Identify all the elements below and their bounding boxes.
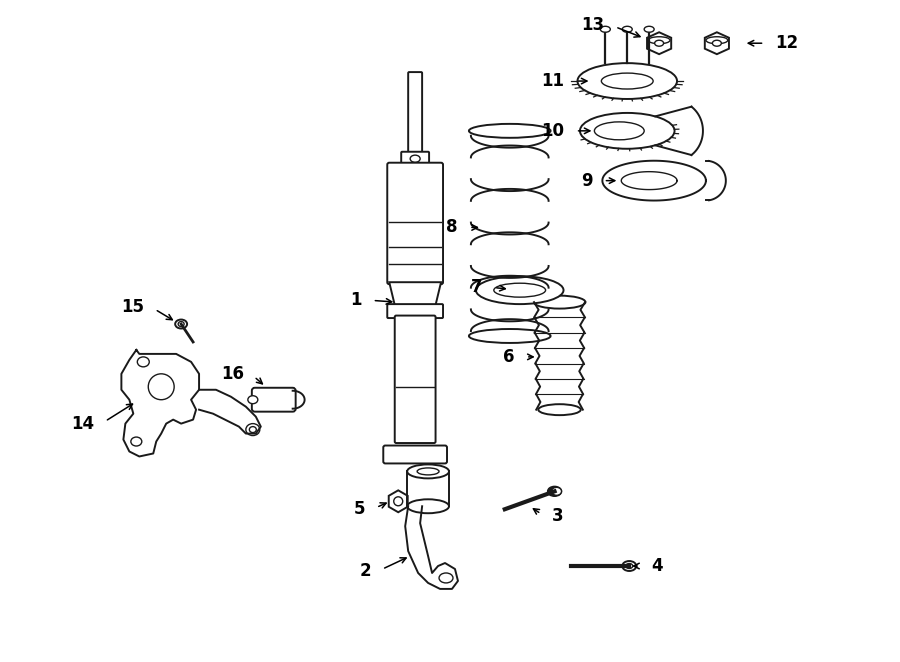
Text: 8: 8	[446, 218, 458, 236]
Text: 5: 5	[354, 500, 365, 518]
Ellipse shape	[148, 374, 175, 400]
FancyBboxPatch shape	[383, 446, 447, 463]
Ellipse shape	[178, 322, 184, 326]
Text: 11: 11	[542, 72, 564, 90]
Text: 16: 16	[220, 365, 244, 383]
Ellipse shape	[439, 573, 453, 583]
FancyBboxPatch shape	[252, 388, 296, 412]
Ellipse shape	[578, 63, 677, 99]
Ellipse shape	[644, 26, 654, 32]
Text: 12: 12	[776, 34, 799, 52]
Ellipse shape	[547, 487, 562, 496]
FancyBboxPatch shape	[409, 72, 422, 154]
Text: 10: 10	[542, 122, 564, 140]
Ellipse shape	[407, 465, 449, 479]
Ellipse shape	[130, 437, 142, 446]
Ellipse shape	[393, 496, 402, 506]
Text: 14: 14	[71, 414, 94, 432]
Ellipse shape	[469, 124, 551, 138]
Ellipse shape	[626, 563, 633, 569]
Ellipse shape	[410, 155, 420, 162]
Text: 7: 7	[472, 278, 483, 296]
FancyBboxPatch shape	[395, 316, 436, 443]
Text: 9: 9	[580, 171, 592, 189]
Ellipse shape	[476, 276, 563, 304]
Ellipse shape	[648, 36, 670, 44]
Ellipse shape	[138, 357, 149, 367]
Ellipse shape	[249, 426, 256, 432]
Ellipse shape	[654, 40, 663, 46]
Ellipse shape	[469, 329, 551, 343]
Ellipse shape	[538, 404, 580, 415]
FancyBboxPatch shape	[387, 304, 443, 318]
Polygon shape	[705, 32, 729, 54]
Polygon shape	[647, 32, 671, 54]
FancyBboxPatch shape	[401, 152, 429, 166]
Text: 3: 3	[552, 507, 563, 525]
Polygon shape	[389, 491, 408, 512]
FancyBboxPatch shape	[387, 163, 443, 284]
Ellipse shape	[706, 36, 728, 44]
Ellipse shape	[601, 73, 653, 89]
Ellipse shape	[622, 561, 636, 571]
Text: 15: 15	[122, 298, 144, 316]
Polygon shape	[390, 282, 441, 307]
Ellipse shape	[552, 487, 562, 495]
Ellipse shape	[580, 113, 675, 149]
Text: 13: 13	[581, 17, 604, 34]
Text: 2: 2	[360, 562, 372, 580]
Ellipse shape	[248, 396, 257, 404]
Ellipse shape	[246, 424, 260, 436]
Ellipse shape	[594, 122, 644, 140]
Ellipse shape	[713, 40, 722, 46]
Ellipse shape	[494, 283, 545, 297]
Text: 6: 6	[503, 348, 515, 366]
Ellipse shape	[176, 320, 187, 328]
Ellipse shape	[600, 26, 610, 32]
Ellipse shape	[622, 26, 632, 32]
Ellipse shape	[534, 296, 585, 308]
Text: 4: 4	[652, 557, 662, 575]
Text: 1: 1	[350, 291, 362, 309]
Ellipse shape	[417, 468, 439, 475]
Ellipse shape	[407, 499, 449, 513]
